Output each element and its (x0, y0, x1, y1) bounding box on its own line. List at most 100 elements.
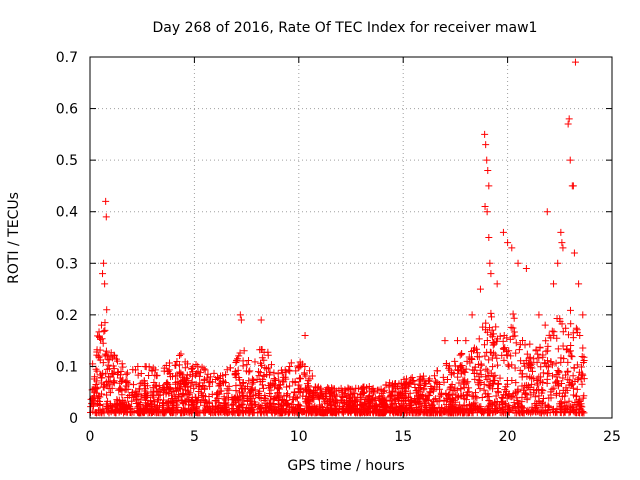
data-point (511, 332, 519, 340)
data-point (483, 337, 491, 345)
data-point (421, 395, 429, 403)
data-point (253, 375, 261, 383)
data-point (468, 311, 476, 319)
data-point (103, 306, 111, 314)
data-point (455, 379, 463, 387)
data-point (389, 408, 397, 416)
data-point (465, 409, 473, 417)
data-point (181, 381, 189, 389)
data-point (178, 409, 186, 417)
data-point (153, 382, 161, 390)
data-point (149, 384, 157, 392)
data-point (102, 213, 110, 221)
data-point (104, 361, 112, 369)
data-point (430, 409, 438, 417)
data-point (240, 397, 248, 405)
data-point (566, 156, 574, 164)
data-point (193, 402, 201, 410)
data-point (497, 398, 505, 406)
data-point (456, 351, 464, 359)
data-point (309, 408, 317, 416)
data-point (166, 359, 174, 367)
data-point (98, 374, 106, 382)
data-point (533, 358, 541, 366)
data-point (166, 370, 174, 378)
data-point (482, 365, 490, 373)
data-point (490, 376, 498, 384)
data-point (547, 358, 555, 366)
data-point (248, 406, 256, 414)
data-point (97, 371, 105, 379)
data-point (514, 388, 522, 396)
data-point (214, 389, 222, 397)
data-point (501, 344, 509, 352)
data-point (168, 395, 176, 403)
data-point (302, 372, 310, 380)
data-point (484, 407, 492, 415)
data-point (485, 182, 493, 190)
data-point (296, 358, 304, 366)
y-tick-label: 0.1 (56, 359, 78, 375)
data-point (462, 365, 470, 373)
data-point (235, 352, 243, 360)
data-point (163, 379, 171, 387)
data-point (565, 115, 573, 123)
data-point (260, 396, 268, 404)
data-point (412, 398, 420, 406)
data-point (485, 372, 493, 380)
data-point (562, 371, 570, 379)
data-point (236, 381, 244, 389)
data-point (101, 280, 109, 288)
data-point (154, 395, 162, 403)
data-point (327, 389, 335, 397)
data-point (569, 372, 577, 380)
data-point (486, 259, 494, 267)
data-point (99, 369, 107, 377)
data-point (439, 373, 447, 381)
data-point (502, 400, 510, 408)
data-point (532, 346, 540, 354)
data-point (397, 404, 405, 412)
data-point (530, 407, 538, 415)
data-point (117, 406, 125, 414)
data-point (194, 397, 202, 405)
data-point (148, 367, 156, 375)
data-point (481, 203, 489, 211)
data-point (155, 388, 163, 396)
data-point (523, 350, 531, 358)
data-point (347, 391, 355, 399)
data-point (499, 228, 507, 236)
data-point (106, 389, 114, 397)
data-point (563, 386, 571, 394)
data-point (198, 396, 206, 404)
data-point (272, 406, 280, 414)
data-point (393, 392, 401, 400)
data-point (518, 373, 526, 381)
data-point (110, 378, 118, 386)
data-point (456, 401, 464, 409)
data-point (472, 389, 480, 397)
data-point (476, 285, 484, 293)
data-point (331, 391, 339, 399)
data-point (337, 397, 345, 405)
data-point (454, 366, 462, 374)
data-point (270, 369, 278, 377)
data-point (294, 400, 302, 408)
data-point (573, 361, 581, 369)
data-point (411, 383, 419, 391)
data-point (357, 401, 365, 409)
data-point (444, 376, 452, 384)
data-point (569, 182, 577, 190)
data-point (545, 369, 553, 377)
data-point (257, 359, 265, 367)
data-point (99, 339, 107, 347)
data-point (512, 379, 520, 387)
data-point (247, 388, 255, 396)
data-point (92, 383, 100, 391)
data-point (429, 387, 437, 395)
data-point (500, 356, 508, 364)
data-point (149, 391, 157, 399)
data-point (303, 396, 311, 404)
data-point (569, 384, 577, 392)
data-point (470, 344, 478, 352)
